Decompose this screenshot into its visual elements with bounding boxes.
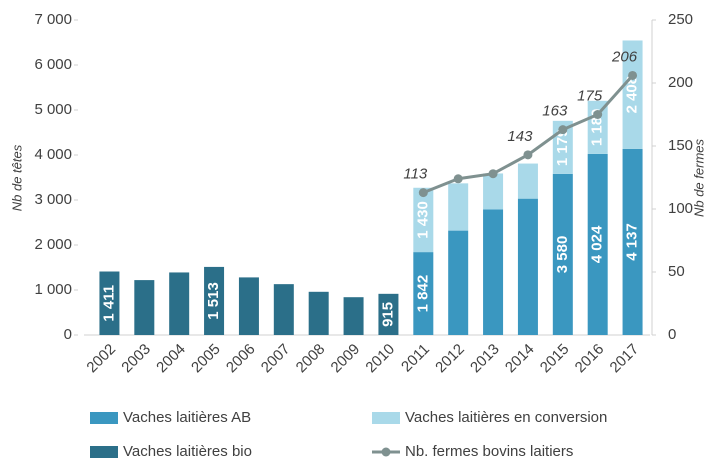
- line-label: 175: [577, 87, 603, 104]
- bar: [134, 280, 155, 335]
- y-tick-label: 7 000: [34, 11, 72, 28]
- data-label: 1 411: [100, 285, 117, 322]
- legend-swatch: [372, 412, 400, 424]
- x-tick-label: 2017: [607, 341, 643, 377]
- x-tick-label: 2016: [572, 341, 608, 377]
- x-tick-label: 2004: [153, 341, 189, 377]
- legend-label: Vaches laitières AB: [123, 409, 251, 426]
- x-tick-label: 2002: [83, 341, 119, 377]
- bar: [448, 183, 469, 231]
- bar: [238, 277, 259, 335]
- y2-tick-label: 0: [668, 326, 676, 343]
- x-tick-label: 2013: [467, 341, 503, 377]
- legend-label: Vaches laitières bio: [123, 443, 252, 459]
- y-axis-title: Nb de têtes: [9, 144, 24, 211]
- bar: [622, 40, 643, 149]
- bar: [378, 293, 399, 335]
- data-label: 3 580: [554, 236, 571, 274]
- data-label: 4 024: [589, 225, 606, 263]
- bar: [587, 153, 608, 335]
- line-point: [488, 169, 498, 179]
- line-point: [628, 70, 638, 80]
- legend-swatch: [90, 412, 118, 424]
- y-tick-label: 0: [64, 326, 72, 343]
- x-tick-label: 2003: [118, 341, 154, 377]
- line-label: 143: [507, 128, 533, 145]
- bar: [308, 291, 329, 335]
- data-label: 1 513: [205, 282, 222, 320]
- bar: [204, 266, 225, 335]
- legend-point: [381, 447, 391, 457]
- data-label: 1 430: [414, 201, 431, 239]
- bar: [552, 173, 573, 335]
- bar: [273, 284, 294, 335]
- x-tick-label: 2006: [223, 341, 259, 377]
- x-tick-label: 2010: [362, 341, 398, 377]
- y-tick-label: 6 000: [34, 56, 72, 73]
- line-point: [453, 174, 463, 184]
- bar: [483, 209, 504, 335]
- bar: [622, 148, 643, 335]
- line-point: [418, 188, 428, 198]
- data-label: 1 842: [414, 275, 431, 313]
- bar: [99, 271, 120, 335]
- x-tick-label: 2012: [432, 341, 468, 377]
- line-point: [593, 110, 603, 119]
- x-tick-label: 2009: [328, 341, 364, 377]
- bar: [413, 187, 434, 253]
- y2-tick-label: 100: [668, 200, 693, 217]
- x-tick-label: 2014: [502, 341, 538, 377]
- data-label: 1 179: [554, 129, 571, 167]
- line-point: [523, 150, 533, 160]
- legend-swatch: [90, 446, 118, 458]
- y2-axis-title: Nb de fermes: [691, 138, 706, 217]
- y2-tick-label: 250: [668, 11, 693, 28]
- line-label: 113: [403, 166, 428, 183]
- y-tick-label: 5 000: [34, 101, 72, 118]
- line-label: 206: [611, 48, 638, 65]
- data-label: 4 137: [624, 223, 641, 261]
- bar: [587, 100, 608, 154]
- bar: [169, 272, 190, 335]
- y-tick-label: 2 000: [34, 236, 72, 253]
- y2-tick-label: 200: [668, 74, 693, 91]
- legend-label: Nb. fermes bovins laitiers: [405, 443, 573, 459]
- bar: [517, 198, 538, 335]
- bar: [517, 163, 538, 199]
- bar: [343, 297, 364, 335]
- line-label: 163: [542, 103, 568, 120]
- x-tick-label: 2011: [398, 341, 433, 376]
- data-label: 915: [379, 302, 396, 327]
- x-tick-label: 2015: [537, 341, 573, 377]
- bar: [448, 230, 469, 335]
- data-label: 2 408: [624, 76, 641, 114]
- y2-tick-label: 150: [668, 137, 693, 154]
- x-tick-label: 2008: [293, 341, 329, 377]
- line-point: [558, 125, 568, 135]
- legend-label: Vaches laitières en conversion: [405, 409, 607, 426]
- y-tick-label: 4 000: [34, 146, 72, 163]
- y-tick-label: 3 000: [34, 191, 72, 208]
- bar: [413, 252, 434, 335]
- y2-tick-label: 50: [668, 263, 685, 280]
- x-tick-label: 2007: [258, 341, 294, 377]
- bar: [483, 173, 504, 210]
- x-tick-label: 2005: [188, 341, 224, 377]
- y-tick-label: 1 000: [34, 281, 72, 298]
